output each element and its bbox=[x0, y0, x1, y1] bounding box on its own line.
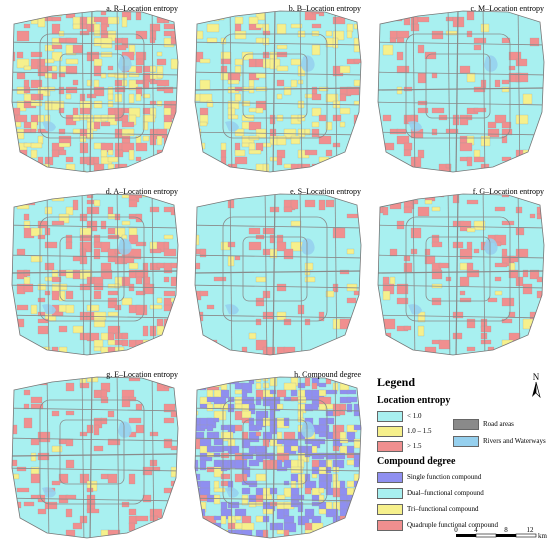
legend-swatch-dual bbox=[377, 487, 403, 499]
legend-item-single: Single function compound bbox=[377, 471, 481, 483]
legend-label-single: Single function compound bbox=[407, 473, 482, 481]
map-h bbox=[194, 376, 362, 539]
map-panel-d: d. A–Location entropy bbox=[2, 185, 182, 365]
legend-item-quad: Quadruple functional compound bbox=[377, 519, 498, 531]
scale-tick-8: 8 bbox=[504, 526, 508, 534]
legend-swatch-water bbox=[453, 435, 479, 447]
legend-swatch-single bbox=[377, 471, 403, 483]
legend-label-mid: 1.0 – 1.5 bbox=[407, 427, 432, 435]
map-g bbox=[11, 376, 179, 539]
map-e bbox=[194, 193, 362, 356]
legend-item-water: Rivers and Waterways bbox=[453, 435, 546, 447]
scale-tick-4: 4 bbox=[474, 526, 478, 534]
legend-label-low: < 1.0 bbox=[407, 412, 422, 420]
panel-title-b: b. B–Location entropy bbox=[288, 4, 361, 13]
legend-entropy-title: Location entropy bbox=[377, 395, 451, 406]
legend-item-dual: Dual–functional compound bbox=[377, 487, 484, 499]
legend-swatch-low bbox=[377, 410, 403, 422]
legend-label-quad: Quadruple functional compound bbox=[407, 521, 498, 529]
legend-item-road: Road areas bbox=[453, 418, 514, 430]
legend: Legend Location entropy < 1.0 1.0 – 1.5 … bbox=[372, 368, 550, 546]
legend-item-low: < 1.0 bbox=[377, 410, 421, 422]
map-panel-c: c. M–Location entropy bbox=[368, 2, 548, 182]
map-panel-g: g. E–Location entropy bbox=[2, 368, 182, 548]
legend-swatch-tri bbox=[377, 503, 403, 515]
map-c bbox=[377, 10, 545, 173]
map-panel-e: e. S–Location entropy bbox=[185, 185, 365, 365]
panel-title-g: g. E–Location entropy bbox=[106, 370, 178, 379]
map-f bbox=[377, 193, 545, 356]
legend-swatch-quad bbox=[377, 519, 403, 531]
legend-swatch-road bbox=[453, 418, 479, 430]
map-panel-f: f. G–Location entropy bbox=[368, 185, 548, 365]
map-panel-a: a. R–Location entropy bbox=[2, 2, 182, 182]
legend-item-tri: Tri–functional compound bbox=[377, 503, 479, 515]
legend-item-mid: 1.0 – 1.5 bbox=[377, 425, 432, 437]
scale-bar: 0 4 8 12 km bbox=[454, 526, 548, 540]
legend-label-water: Rivers and Waterways bbox=[483, 437, 546, 445]
panel-title-a: a. R–Location entropy bbox=[106, 4, 178, 13]
map-panel-b: b. B–Location entropy bbox=[185, 2, 365, 182]
legend-label-high: > 1.5 bbox=[407, 442, 422, 450]
scale-tick-0: 0 bbox=[454, 526, 458, 534]
legend-title: Legend bbox=[377, 375, 416, 389]
scale-tick-12: 12 bbox=[527, 526, 535, 534]
legend-label-dual: Dual–functional compound bbox=[407, 489, 484, 497]
panel-title-d: d. A–Location entropy bbox=[105, 187, 178, 196]
legend-compound-title: Compound degree bbox=[377, 456, 456, 467]
legend-label-road: Road areas bbox=[483, 420, 514, 428]
panel-title-h: h. Compound degree bbox=[294, 370, 361, 379]
map-a bbox=[11, 10, 179, 173]
scale-unit: km bbox=[538, 532, 548, 540]
north-arrow-icon: N bbox=[532, 372, 541, 398]
map-panel-h: h. Compound degree bbox=[185, 368, 365, 548]
legend-item-high: > 1.5 bbox=[377, 440, 421, 452]
north-label: N bbox=[533, 372, 540, 382]
panel-title-e: e. S–Location entropy bbox=[290, 187, 361, 196]
legend-swatch-high bbox=[377, 440, 403, 452]
map-b bbox=[194, 10, 362, 173]
legend-swatch-mid bbox=[377, 425, 403, 437]
legend-label-tri: Tri–functional compound bbox=[407, 505, 479, 513]
panel-title-f: f. G–Location entropy bbox=[472, 187, 544, 196]
panel-title-c: c. M–Location entropy bbox=[470, 4, 544, 13]
map-d bbox=[11, 193, 179, 356]
